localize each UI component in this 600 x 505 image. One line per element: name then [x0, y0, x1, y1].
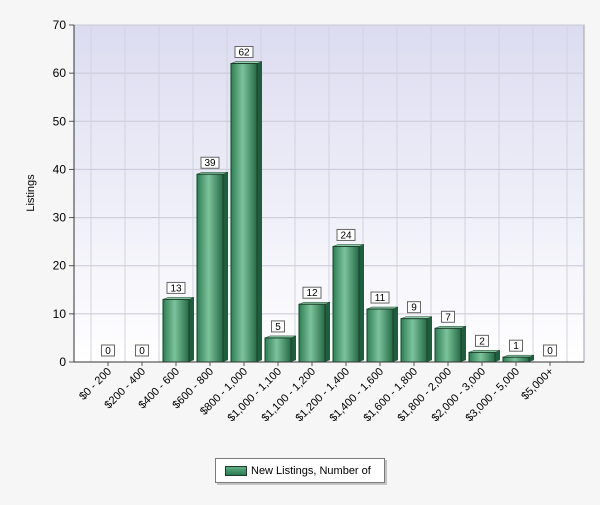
bar	[468, 351, 496, 363]
data-label: 5	[275, 322, 281, 333]
legend-label: New Listings, Number of	[251, 464, 371, 477]
bar	[366, 308, 394, 363]
bar-side	[325, 302, 330, 362]
y-tick-label: 30	[53, 211, 67, 225]
bar	[230, 63, 258, 363]
data-label: 2	[479, 336, 485, 347]
data-label: 39	[204, 158, 216, 169]
y-tick-label: 0	[59, 355, 66, 369]
bar	[400, 318, 428, 363]
bar-side	[189, 297, 194, 362]
y-axis-label: Listings	[25, 174, 37, 212]
bar	[162, 298, 190, 363]
bar-side	[393, 307, 398, 362]
data-label-box	[370, 291, 390, 304]
data-label-box	[101, 344, 115, 357]
data-label: 11	[375, 293, 386, 304]
y-tick-label: 60	[53, 66, 67, 80]
data-label-box	[234, 46, 254, 59]
x-tick-label: $5,000+	[519, 366, 556, 403]
bar-side	[427, 316, 432, 362]
data-label: 1	[513, 341, 519, 352]
data-label-box	[271, 320, 285, 333]
data-label: 13	[170, 283, 182, 294]
bar-side	[359, 244, 364, 362]
data-label-box	[200, 156, 220, 169]
bar-side	[223, 172, 228, 362]
y-tick-label: 40	[53, 162, 67, 176]
data-label: 0	[547, 346, 553, 357]
legend: New Listings, Number of	[215, 458, 385, 483]
y-tick-label: 50	[53, 114, 67, 128]
bar	[502, 356, 530, 363]
data-label-box	[336, 228, 356, 241]
data-label-box	[135, 344, 149, 357]
y-tick-label: 10	[53, 307, 67, 321]
y-tick-label: 70	[53, 18, 67, 32]
bar	[196, 173, 224, 363]
bar-side	[461, 326, 466, 362]
data-label-box	[302, 286, 322, 299]
data-label: 0	[105, 346, 111, 357]
y-tick-label: 20	[53, 259, 67, 273]
data-label: 24	[340, 230, 352, 241]
data-label: 9	[411, 303, 417, 314]
data-label: 12	[306, 288, 318, 299]
data-label-box	[407, 301, 421, 314]
bar	[298, 303, 326, 363]
bar	[434, 327, 462, 363]
data-label: 7	[445, 312, 451, 323]
bar-side	[291, 335, 296, 362]
data-label-box	[543, 344, 557, 357]
bar	[332, 245, 360, 363]
legend-swatch	[225, 465, 247, 476]
data-label-box	[509, 339, 523, 352]
bars-layer: 0 0 13 39 62 5 12 24 11 9 7 2 1 0	[101, 46, 557, 363]
data-label: 62	[238, 48, 250, 59]
bar-side	[495, 350, 500, 362]
data-label: 0	[139, 346, 145, 357]
bar-side	[257, 61, 262, 363]
data-label-box	[166, 281, 186, 294]
bar	[264, 337, 292, 363]
data-label-box	[475, 334, 489, 347]
data-label-box	[441, 310, 455, 323]
